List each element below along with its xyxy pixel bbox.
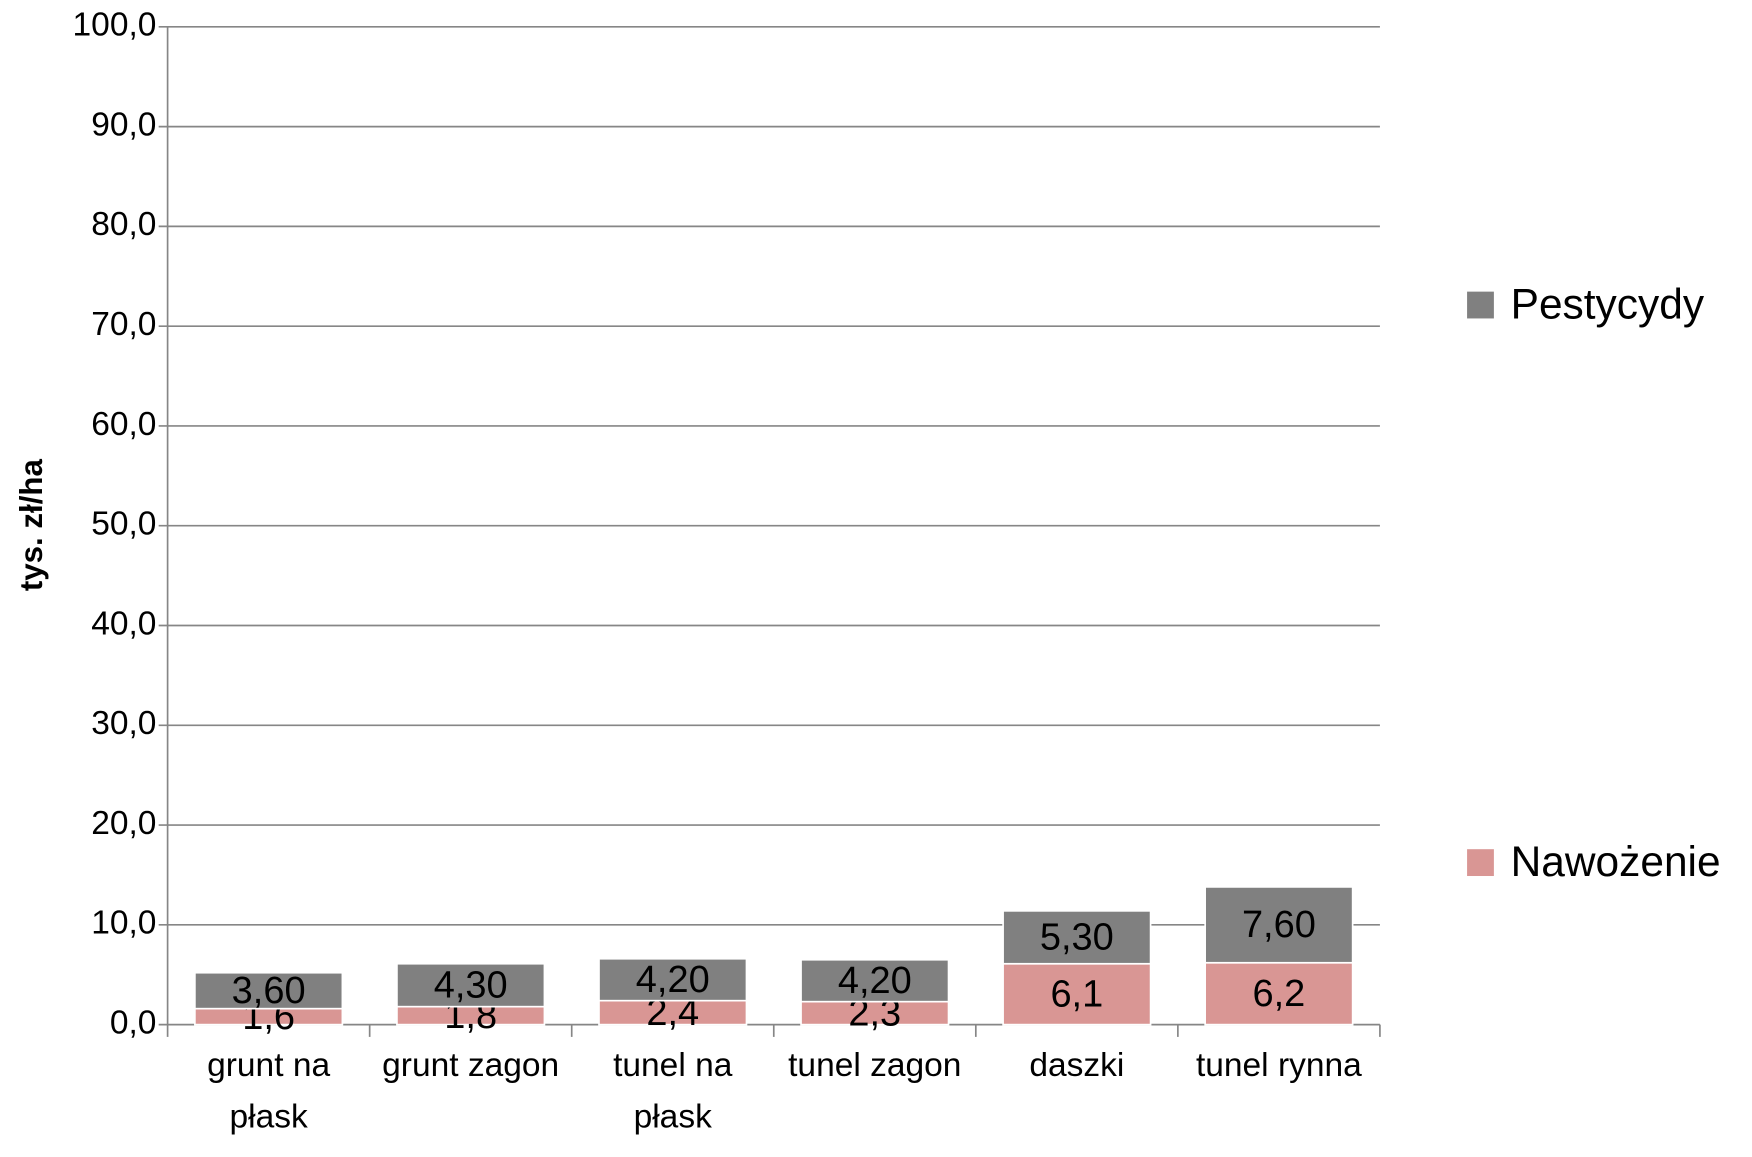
- legend-label: Nawożenie: [1511, 838, 1721, 885]
- x-tick-label: daszki: [1029, 1046, 1125, 1084]
- y-tick-label: 40,0: [91, 605, 156, 642]
- data-label: 3,60: [232, 970, 306, 1012]
- x-tick-label-box: tunel na płask: [613, 1046, 733, 1136]
- bar-segment: [396, 962, 546, 1008]
- y-tick-label: 60,0: [91, 406, 156, 443]
- y-tick-label: 50,0: [91, 506, 156, 543]
- x-tick-label-box: grunt na płask: [207, 1046, 331, 1136]
- data-label: 4,20: [636, 959, 710, 1001]
- x-tick-label: tunel zagon: [788, 1046, 962, 1084]
- x-tick-label: grunt zagon: [382, 1046, 560, 1084]
- bar-segment: [598, 957, 748, 1002]
- data-label: 4,30: [434, 964, 508, 1006]
- y-tick-label: 10,0: [91, 905, 156, 942]
- y-tick-label: 80,0: [91, 206, 156, 243]
- legend-label: Pestycydy: [1511, 280, 1705, 327]
- y-tick-label: 100,0: [73, 7, 157, 44]
- y-tick-label: 0,0: [110, 1004, 157, 1041]
- x-tick-label: grunt na płask: [207, 1046, 331, 1136]
- y-tick-label: 70,0: [91, 306, 156, 343]
- bar-segment: [1204, 961, 1354, 1026]
- y-tick-label: 20,0: [91, 805, 156, 842]
- y-tick-label: 30,0: [91, 705, 156, 742]
- x-tick-label-box: tunel rynna: [1195, 1046, 1362, 1084]
- data-label: 6,2: [1252, 973, 1305, 1015]
- data-label: 4,20: [838, 960, 912, 1002]
- data-label: 6,1: [1050, 973, 1103, 1015]
- y-axis-label: tys. zł/ha: [14, 459, 49, 592]
- data-label: 7,60: [1242, 904, 1316, 946]
- y-tick-label: 90,0: [91, 106, 156, 143]
- legend-swatch: [1467, 849, 1494, 877]
- x-tick-label: tunel na płask: [613, 1046, 733, 1136]
- x-tick-label-box: grunt zagon: [382, 1046, 560, 1084]
- bar-segment: [1204, 886, 1354, 964]
- bar-segment: [1002, 910, 1152, 965]
- legend-swatch: [1467, 291, 1494, 319]
- bar-segment: [1002, 962, 1152, 1026]
- data-label: 5,30: [1040, 917, 1114, 959]
- x-tick-label: tunel rynna: [1195, 1046, 1362, 1084]
- bar-segment: [194, 971, 344, 1010]
- x-tick-label-box: tunel zagon: [788, 1046, 962, 1084]
- x-tick-label-box: daszki: [1029, 1046, 1125, 1084]
- bar-segment: [800, 958, 950, 1003]
